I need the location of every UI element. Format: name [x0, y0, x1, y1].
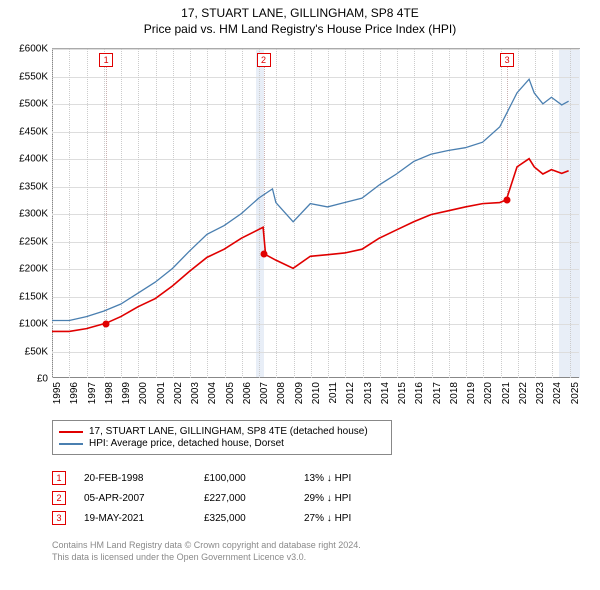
footer-line: Contains HM Land Registry data © Crown c…	[52, 540, 361, 552]
legend-swatch-hpi	[59, 443, 83, 445]
sale-row: 3 19-MAY-2021 £325,000 27% ↓ HPI	[52, 508, 414, 528]
x-tick-label: 2019	[466, 382, 477, 404]
y-tick-label: £550K	[19, 71, 48, 82]
legend-label: HPI: Average price, detached house, Dors…	[89, 438, 284, 449]
x-tick-label: 2006	[242, 382, 253, 404]
y-tick-label: £200K	[19, 264, 48, 275]
legend-item-hpi: HPI: Average price, detached house, Dors…	[59, 438, 385, 449]
sale-date: 19-MAY-2021	[84, 513, 204, 524]
x-tick-label: 2013	[363, 382, 374, 404]
legend: 17, STUART LANE, GILLINGHAM, SP8 4TE (de…	[52, 420, 392, 455]
x-tick-label: 2014	[380, 382, 391, 404]
sale-row: 2 05-APR-2007 £227,000 29% ↓ HPI	[52, 488, 414, 508]
x-tick-label: 2003	[190, 382, 201, 404]
y-tick-label: £400K	[19, 154, 48, 165]
y-tick-label: £50K	[25, 346, 48, 357]
x-tick-label: 2018	[449, 382, 460, 404]
x-tick-label: 2009	[294, 382, 305, 404]
x-tick-label: 2005	[225, 382, 236, 404]
y-tick-label: £450K	[19, 126, 48, 137]
x-tick-label: 2010	[311, 382, 322, 404]
sale-price: £227,000	[204, 493, 304, 504]
marker-dot	[260, 251, 267, 258]
y-tick-label: £300K	[19, 209, 48, 220]
series-property	[52, 159, 569, 332]
x-tick-label: 2004	[207, 382, 218, 404]
y-tick-label: £100K	[19, 319, 48, 330]
x-tick-label: 2012	[345, 382, 356, 404]
y-tick-label: £150K	[19, 291, 48, 302]
x-tick-label: 2015	[397, 382, 408, 404]
legend-item-property: 17, STUART LANE, GILLINGHAM, SP8 4TE (de…	[59, 426, 385, 437]
x-tick-label: 2001	[156, 382, 167, 404]
series-hpi	[52, 79, 569, 320]
marker-label: 3	[500, 53, 514, 67]
sale-row: 1 20-FEB-1998 £100,000 13% ↓ HPI	[52, 468, 414, 488]
sale-hpi-diff: 27% ↓ HPI	[304, 513, 414, 524]
sale-date: 20-FEB-1998	[84, 473, 204, 484]
x-tick-label: 2021	[501, 382, 512, 404]
x-tick-label: 1997	[87, 382, 98, 404]
footer-line: This data is licensed under the Open Gov…	[52, 552, 361, 564]
title-address: 17, STUART LANE, GILLINGHAM, SP8 4TE	[0, 6, 600, 20]
y-tick-label: £250K	[19, 236, 48, 247]
y-tick-label: £600K	[19, 44, 48, 55]
x-tick-label: 1996	[69, 382, 80, 404]
x-tick-label: 2007	[259, 382, 270, 404]
sale-hpi-diff: 29% ↓ HPI	[304, 493, 414, 504]
sales-table: 1 20-FEB-1998 £100,000 13% ↓ HPI 2 05-AP…	[52, 468, 414, 528]
sale-marker-icon: 1	[52, 471, 66, 485]
x-tick-label: 2024	[552, 382, 563, 404]
x-tick-label: 2000	[138, 382, 149, 404]
x-tick-label: 1999	[121, 382, 132, 404]
marker-dot	[103, 321, 110, 328]
x-tick-label: 2022	[518, 382, 529, 404]
title-subtitle: Price paid vs. HM Land Registry's House …	[0, 22, 600, 36]
plot-area: £0£50K£100K£150K£200K£250K£300K£350K£400…	[52, 48, 580, 378]
x-tick-label: 1998	[104, 382, 115, 404]
x-tick-label: 2025	[570, 382, 581, 404]
x-tick-label: 2016	[414, 382, 425, 404]
chart-container: 17, STUART LANE, GILLINGHAM, SP8 4TE Pri…	[0, 0, 600, 590]
legend-swatch-property	[59, 431, 83, 433]
marker-label: 1	[99, 53, 113, 67]
x-tick-label: 2002	[173, 382, 184, 404]
sale-price: £325,000	[204, 513, 304, 524]
x-tick-label: 2017	[432, 382, 443, 404]
sale-marker-icon: 3	[52, 511, 66, 525]
x-tick-label: 2011	[328, 382, 339, 404]
y-tick-label: £350K	[19, 181, 48, 192]
x-tick-label: 2020	[483, 382, 494, 404]
marker-label: 2	[257, 53, 271, 67]
sale-marker-icon: 2	[52, 491, 66, 505]
marker-dot	[504, 197, 511, 204]
footer-attribution: Contains HM Land Registry data © Crown c…	[52, 540, 361, 563]
titles: 17, STUART LANE, GILLINGHAM, SP8 4TE Pri…	[0, 0, 600, 36]
y-tick-label: £0	[37, 374, 48, 385]
x-tick-label: 1995	[52, 382, 63, 404]
line-series-svg	[52, 49, 579, 378]
x-tick-label: 2008	[276, 382, 287, 404]
y-tick-label: £500K	[19, 99, 48, 110]
legend-label: 17, STUART LANE, GILLINGHAM, SP8 4TE (de…	[89, 426, 368, 437]
sale-price: £100,000	[204, 473, 304, 484]
sale-hpi-diff: 13% ↓ HPI	[304, 473, 414, 484]
x-tick-label: 2023	[535, 382, 546, 404]
sale-date: 05-APR-2007	[84, 493, 204, 504]
